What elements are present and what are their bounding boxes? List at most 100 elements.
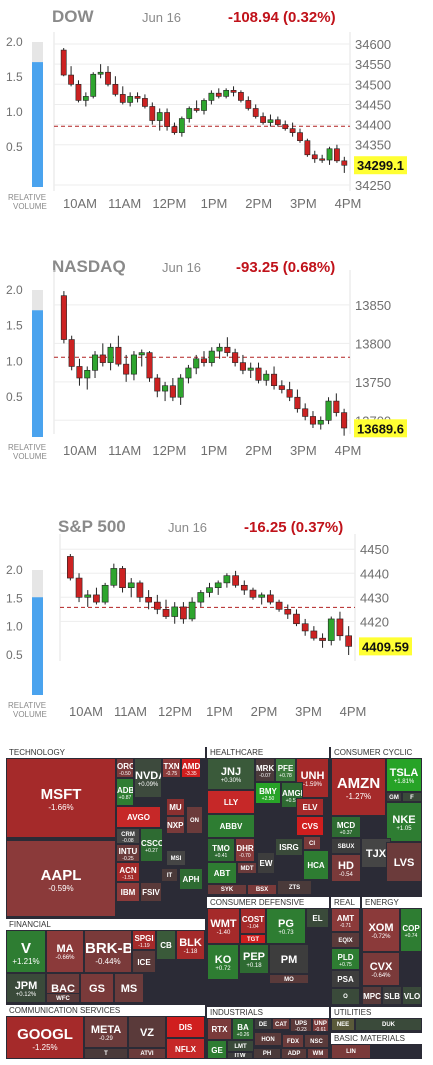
heatmap-tile-bsx[interactable]: BSX [247,884,277,895]
heatmap-tile-intu[interactable]: INTU -0.25 [116,844,140,862]
heatmap-tile-csco[interactable]: CSCO +0.27 [140,828,163,862]
heatmap-tile-wmt[interactable]: WMT -1.40 [207,908,240,944]
heatmap-tile-cat[interactable]: CAT [272,1018,290,1030]
heatmap-tile-gs[interactable]: GS [80,973,114,1003]
heatmap-tile-rtx[interactable]: RTX [207,1018,232,1040]
heatmap-tile-acn[interactable]: ACN -1.51 [116,862,140,882]
heatmap-tile-ph[interactable]: PH [253,1048,281,1059]
heatmap-tile-itw[interactable]: ITW [227,1052,253,1059]
heatmap-tile-ms[interactable]: MS [114,973,144,1003]
heatmap-tile-lmt[interactable]: LMT [227,1040,254,1052]
heatmap-tile-mrk[interactable]: MRK -0.07 [255,758,275,782]
heatmap-tile-cvx[interactable]: CVX -0.64% [362,952,400,986]
heatmap-tile-pep[interactable]: PEP +0.18 [239,944,269,974]
heatmap-tile-dhr[interactable]: DHR -0.70 [235,838,255,862]
heatmap-tile-o[interactable]: O [331,988,360,1005]
heatmap-tile-pfe[interactable]: PFE +0.78 [275,758,296,782]
heatmap-tile-sbux[interactable]: SBUX [331,838,361,854]
heatmap-tile-hd[interactable]: HD -0.54 [331,854,361,882]
heatmap-tile-el[interactable]: EL [306,908,329,928]
heatmap-tile-abt[interactable]: ABT [207,862,237,884]
heatmap-tile-atvi[interactable]: ATVI [128,1048,166,1059]
heatmap-tile-mo[interactable]: MO [269,974,309,984]
heatmap-tile-jnj[interactable]: JNJ +0.30% [207,758,255,790]
heatmap-tile-pg[interactable]: PG +0.73 [266,908,306,944]
heatmap-tile-on[interactable]: ON [186,806,203,834]
heatmap-tile-tgt[interactable]: TGT [240,934,266,944]
heatmap-tile-cvs[interactable]: CVS [296,816,324,836]
heatmap-tile-psa[interactable]: PSA [331,970,360,988]
heatmap-tile-adp[interactable]: ADP [281,1048,307,1059]
heatmap-tile-avgo[interactable]: AVGO [116,806,161,828]
heatmap-tile-ma[interactable]: MA -0.66% [46,930,84,973]
heatmap-tile-cb[interactable]: CB [156,930,176,960]
heatmap-tile-ko[interactable]: KO +0.72 [207,944,239,980]
heatmap-tile-ci[interactable]: CI [303,836,321,850]
heatmap-tile-aph[interactable]: APH [179,868,203,890]
heatmap-tile-hon[interactable]: HON [254,1032,282,1046]
heatmap-tile-mu[interactable]: MU [166,798,185,816]
heatmap-tile-meta[interactable]: META -0.29 [84,1016,128,1048]
heatmap-tile-amt[interactable]: AMT -0.71 [331,908,360,932]
heatmap-tile-cop[interactable]: COP +0.74 [400,908,422,952]
heatmap-tile-crm[interactable]: CRM -0.08 [116,828,140,844]
heatmap-tile-wm[interactable]: WM [307,1048,329,1059]
heatmap-tile-tsla[interactable]: TSLA +1.81% [386,758,422,792]
heatmap-tile-spgi[interactable]: SPGI -1.19 [132,930,156,950]
heatmap-tile-pm[interactable]: PM [269,944,309,974]
heatmap-tile-v[interactable]: V +1.21% [6,930,46,973]
heatmap-tile-msi[interactable]: MSI [166,850,186,866]
heatmap-tile-unp[interactable]: UNP -0.61 [312,1018,329,1032]
heatmap-tile-duk[interactable]: DUK [355,1018,422,1031]
heatmap-tile-mdt[interactable]: MDT [237,862,257,874]
heatmap-tile-nsc[interactable]: NSC [304,1034,329,1048]
heatmap-tile-nflx[interactable]: NFLX [166,1038,205,1059]
heatmap-tile-f[interactable]: F [402,792,422,802]
heatmap-tile-txn[interactable]: TXN -0.75 [162,758,181,778]
heatmap-tile-brk-b[interactable]: BRK-B -0.44% [84,930,132,973]
heatmap-tile-ups[interactable]: UPS -0.23 [290,1018,312,1032]
heatmap-tile-ibm[interactable]: IBM [116,882,140,902]
heatmap-tile-ba[interactable]: BA +0.26 [232,1018,254,1040]
heatmap-tile-jpm[interactable]: JPM +0.12% [6,973,46,1003]
heatmap-tile-elv[interactable]: ELV [296,798,324,816]
heatmap-tile-lin[interactable]: LIN [331,1044,371,1059]
heatmap-tile-syk[interactable]: SYK [207,884,247,895]
heatmap-tile-xom[interactable]: XOM -0.72% [362,908,400,952]
heatmap-tile-orcl[interactable]: ORCL-0.50 [116,758,134,778]
heatmap-tile-vz[interactable]: VZ [128,1016,166,1048]
heatmap-tile-de[interactable]: DE [254,1018,272,1030]
heatmap-tile-pld[interactable]: PLD +0.75 [331,948,360,970]
heatmap-tile-fsiv[interactable]: FSIV [140,882,162,902]
heatmap-tile-it[interactable]: IT [161,868,178,882]
heatmap-tile-gm[interactable]: GM [386,792,402,802]
heatmap-tile-blk[interactable]: BLK -1.18 [176,930,205,960]
heatmap-tile-ge[interactable]: GE [207,1040,227,1059]
heatmap-tile-eqix[interactable]: EQIX [331,932,360,948]
heatmap-tile-lvs[interactable]: LVS [386,842,422,882]
heatmap-tile-amd[interactable]: AMD -3.35 [181,758,201,778]
heatmap-tile-ew[interactable]: EW [257,852,275,874]
heatmap-tile-adbe[interactable]: ADBE+0.87 [116,778,134,806]
heatmap-tile-msft[interactable]: MSFT -1.66% [6,758,116,838]
heatmap-tile-isrg[interactable]: ISRG [275,838,303,856]
heatmap-tile-wfc[interactable]: WFC [46,993,80,1003]
heatmap-tile-nxpi[interactable]: NXPI [166,816,185,834]
heatmap-tile-nvda[interactable]: NVDA+0.09% [134,758,162,798]
heatmap-tile-amzn[interactable]: AMZN -1.27% [331,758,386,816]
heatmap-tile-dis[interactable]: DIS [166,1016,205,1038]
heatmap-tile-lly[interactable]: LLY [207,790,255,814]
heatmap-tile-vlo[interactable]: VLO [402,986,422,1005]
heatmap-tile-tmo[interactable]: TMO +0.41 [207,838,235,862]
heatmap-tile-zts[interactable]: ZTS [277,880,312,895]
heatmap-tile-ice[interactable]: ICE [132,950,156,973]
heatmap-tile-mpc[interactable]: MPC [362,986,382,1005]
heatmap-tile-fdx[interactable]: FDX [282,1034,304,1048]
heatmap-tile-bmy[interactable]: BMY +2.50 [255,782,281,804]
heatmap-tile-cost[interactable]: COST -1.04 [240,908,266,934]
heatmap-tile-hca[interactable]: HCA [303,850,329,880]
heatmap-tile-mcd[interactable]: MCD +0.37 [331,816,361,838]
heatmap-tile-t[interactable]: T [84,1048,128,1059]
heatmap-tile-nke[interactable]: NKE +1.05 [386,802,422,842]
heatmap-tile-slb[interactable]: SLB [382,986,402,1005]
